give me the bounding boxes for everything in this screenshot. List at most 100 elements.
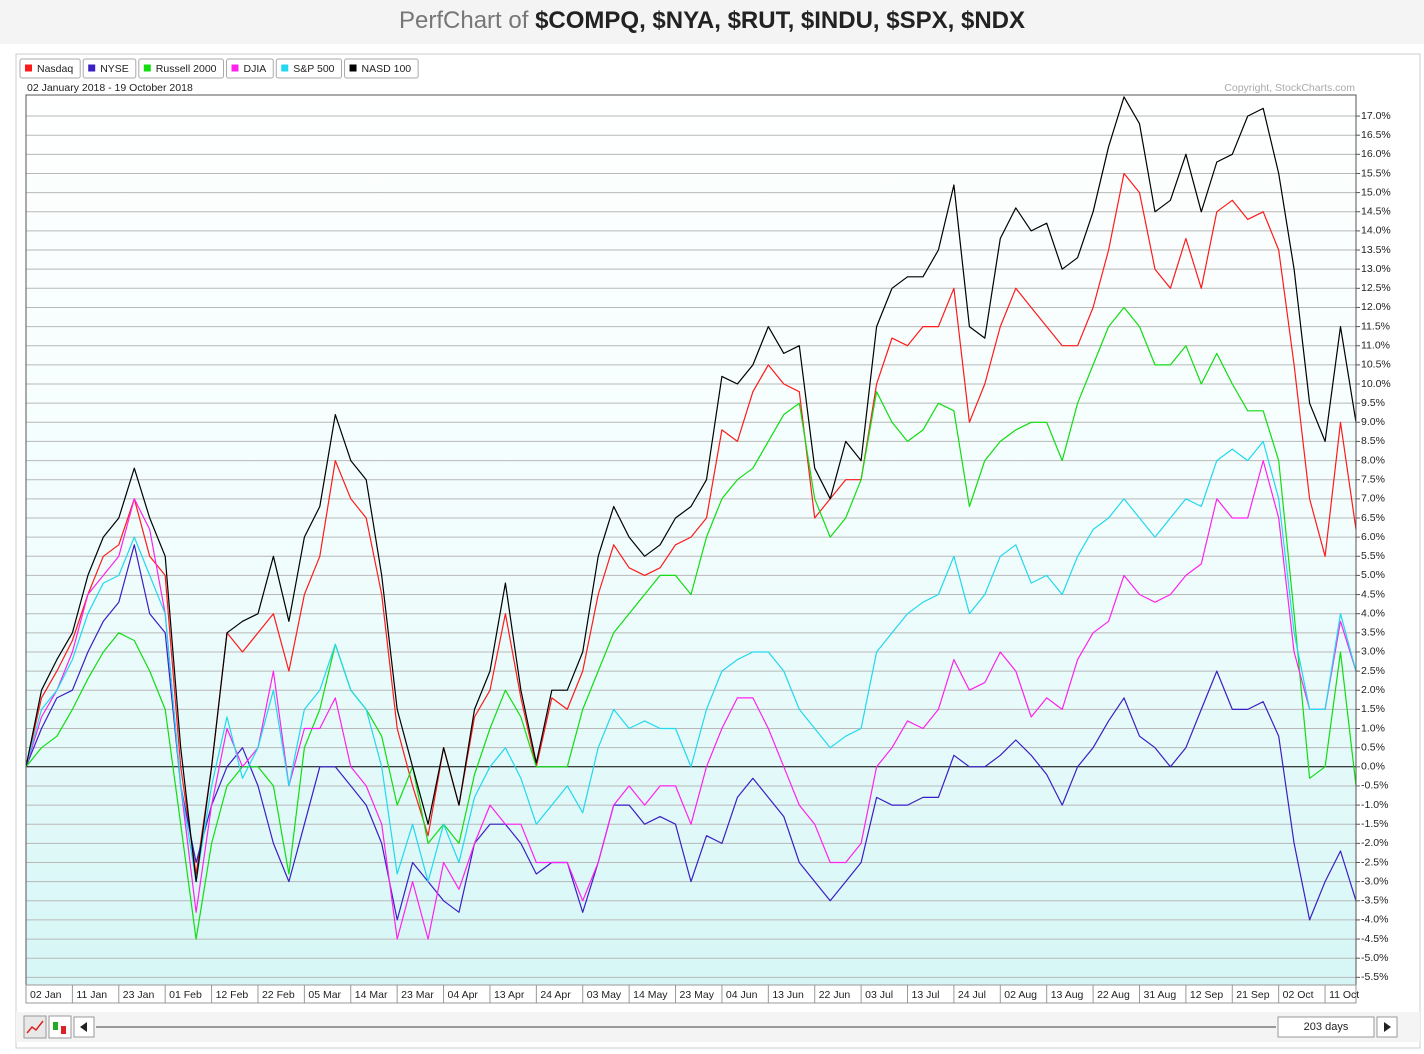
legend-label: Russell 2000 [156, 63, 217, 75]
legend-label: S&P 500 [293, 63, 334, 75]
y-tick-label: 14.5% [1361, 206, 1391, 218]
y-tick-label: 2.0% [1361, 684, 1385, 696]
y-tick-label: 17.0% [1361, 110, 1391, 122]
y-tick-label: 12.5% [1361, 282, 1391, 294]
x-tick-label: 13 Jul [912, 989, 940, 1001]
x-tick-label: 23 Mar [401, 989, 434, 1001]
period-label: 203 days [1304, 1021, 1349, 1033]
x-tick-label: 03 May [587, 989, 622, 1001]
y-tick-label: 7.0% [1361, 493, 1385, 505]
x-tick-label: 03 Jul [865, 989, 893, 1001]
legend-swatch [349, 64, 357, 72]
series-line [25, 172, 1357, 875]
line-icon [26, 1020, 44, 1034]
y-tick-label: -1.0% [1361, 799, 1388, 811]
y-tick-label: -5.5% [1361, 971, 1388, 983]
legend-item: NASD 100 [344, 58, 419, 79]
bar-icon [61, 1026, 66, 1034]
y-tick-label: 15.0% [1361, 186, 1391, 198]
y-tick-label: 14.0% [1361, 225, 1391, 237]
legend-item: DJIA [226, 58, 274, 79]
title-prefix: PerfChart of [399, 7, 529, 34]
x-tick-label: 12 Feb [216, 989, 249, 1001]
y-tick-label: 10.5% [1361, 359, 1391, 371]
y-tick-label: -4.5% [1361, 933, 1388, 945]
y-tick-label: 3.0% [1361, 646, 1385, 658]
y-tick-label: 9.5% [1361, 397, 1385, 409]
legend-box [138, 58, 224, 79]
date-range: 02 January 2018 - 19 October 2018 [27, 82, 193, 94]
legend-swatch [143, 64, 151, 72]
x-tick-label: 02 Oct [1283, 989, 1314, 1001]
y-tick-label: 7.5% [1361, 473, 1385, 485]
legend-swatch [231, 64, 239, 72]
title-symbols: $COMPQ, $NYA, $RUT, $INDU, $SPX, $NDX [535, 7, 1025, 34]
x-tick-label: 23 May [680, 989, 715, 1001]
y-tick-label: 16.0% [1361, 148, 1391, 160]
y-tick-label: 1.5% [1361, 703, 1385, 715]
y-tick-label: -1.5% [1361, 818, 1388, 830]
series-line [25, 96, 1357, 883]
y-tick-label: 4.5% [1361, 588, 1385, 600]
y-tick-label: 11.0% [1361, 340, 1390, 352]
x-tick-label: 23 Jan [123, 989, 155, 1001]
x-tick-label: 22 Jun [819, 989, 851, 1001]
y-tick-label: 3.5% [1361, 627, 1385, 639]
x-tick-label: 05 Mar [308, 989, 341, 1001]
legend-label: Nasdaq [37, 63, 73, 75]
x-tick-label: 24 Jul [958, 989, 986, 1001]
series-line [25, 460, 1357, 940]
y-tick-label: 10.0% [1361, 378, 1391, 390]
legend-item: S&P 500 [275, 58, 343, 79]
series-line [25, 440, 1357, 883]
legend-item: Nasdaq [19, 58, 81, 79]
bar-chart-button[interactable] [48, 1015, 72, 1039]
legend-box [226, 58, 274, 79]
x-tick-label: 04 Apr [448, 989, 479, 1001]
y-tick-label: 13.5% [1361, 244, 1391, 256]
period-box[interactable] [1277, 1016, 1375, 1038]
x-tick-label: 12 Sep [1190, 989, 1223, 1001]
y-tick-label: 6.0% [1361, 531, 1385, 543]
x-tick-label: 13 Apr [494, 989, 525, 1001]
y-tick-label: 8.5% [1361, 435, 1385, 447]
legend-item: Russell 2000 [138, 58, 224, 79]
y-tick-label: -0.5% [1361, 780, 1388, 792]
y-tick-label: 16.5% [1361, 129, 1391, 141]
panel-frame [15, 53, 1421, 1049]
x-tick-label: 11 Jan [76, 989, 107, 1001]
x-tick-label: 13 Jun [772, 989, 804, 1001]
y-tick-label: 5.0% [1361, 569, 1385, 581]
x-tick-label: 11 Oct [1329, 989, 1359, 1001]
bar-icon [53, 1022, 58, 1030]
y-tick-label: 1.0% [1361, 722, 1385, 734]
y-tick-label: 8.0% [1361, 454, 1385, 466]
y-tick-label: -3.0% [1361, 875, 1388, 887]
y-tick-label: 9.0% [1361, 416, 1385, 428]
arrow-icon [80, 1022, 87, 1032]
x-tick-label: 14 Mar [355, 989, 388, 1001]
x-tick-label: 31 Aug [1143, 989, 1176, 1001]
y-tick-label: 0.0% [1361, 761, 1385, 773]
x-tick-label: 24 Apr [540, 989, 571, 1001]
x-tick-label: 02 Jan [30, 989, 62, 1001]
y-tick-label: -5.0% [1361, 952, 1388, 964]
y-tick-label: -3.5% [1361, 895, 1388, 907]
plot-area [26, 95, 1356, 985]
x-tick-label: 14 May [633, 989, 668, 1001]
y-tick-label: 2.5% [1361, 665, 1385, 677]
x-tick-label: 21 Sep [1236, 989, 1269, 1001]
legend-label: DJIA [244, 63, 267, 75]
y-tick-label: 13.0% [1361, 263, 1391, 275]
chart-title: PerfChart of $COMPQ, $NYA, $RUT, $INDU, … [399, 7, 1025, 34]
line-chart-button[interactable] [23, 1015, 47, 1039]
arrow-icon [1384, 1022, 1391, 1032]
legend-box [19, 58, 81, 79]
x-tick-label: 04 Jun [726, 989, 758, 1001]
x-tick-label: 02 Aug [1004, 989, 1037, 1001]
y-tick-label: 4.0% [1361, 607, 1385, 619]
y-tick-label: 6.5% [1361, 512, 1385, 524]
x-tick-label: 13 Aug [1051, 989, 1084, 1001]
y-tick-label: 11.5% [1361, 320, 1390, 332]
